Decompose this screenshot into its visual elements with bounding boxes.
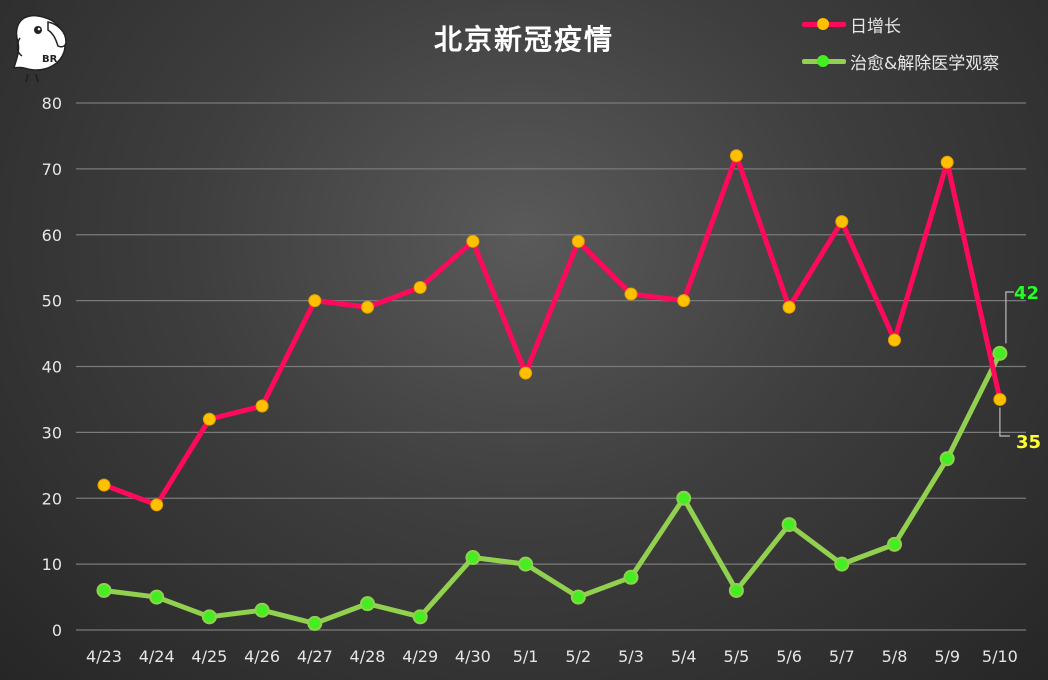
y-tick-30: 30: [42, 423, 62, 442]
grid-lines: [76, 102, 1026, 631]
marker-daily-5: [361, 300, 374, 314]
legend-item-daily: 日增长: [802, 12, 999, 37]
marker-cured-0: [96, 582, 112, 598]
x-tick-4-27: 4/27: [297, 647, 333, 666]
marker-daily-4: [308, 294, 322, 308]
legend-item-cured: 治愈&解除医学观察: [802, 49, 1000, 74]
legend-swatch-cured: [802, 55, 846, 67]
x-tick-5-3: 5/3: [618, 647, 644, 666]
marker-daily-11: [677, 294, 691, 308]
marker-daily-7: [466, 234, 480, 248]
x-tick-5-9: 5/9: [934, 647, 960, 666]
annotation-cured-last: 42: [1014, 283, 1039, 304]
x-tick-5-1: 5/1: [513, 647, 539, 666]
marker-cured-5: [360, 596, 375, 612]
annotations: 42 35: [999, 283, 1041, 453]
legend-label-daily: 日增长: [850, 16, 901, 37]
marker-cured-16: [939, 451, 955, 467]
marker-daily-16: [940, 155, 954, 169]
y-tick-70: 70: [42, 160, 62, 179]
series-line-cured: [101, 350, 1003, 626]
marker-cured-3: [254, 602, 270, 618]
x-tick-4-28: 4/28: [350, 647, 386, 666]
marker-cured-4: [307, 615, 323, 631]
marker-daily-13: [782, 300, 796, 314]
drop-lines: [99, 155, 1005, 630]
x-tick-5-7: 5/7: [829, 647, 855, 666]
marker-cured-9: [570, 589, 586, 605]
marker-daily-6: [413, 280, 427, 294]
marker-daily-2: [202, 412, 216, 426]
marker-cured-11: [676, 490, 692, 506]
series-line-daily: [101, 153, 1003, 508]
logo-text: BR: [42, 54, 58, 65]
y-tick-50: 50: [42, 292, 62, 311]
x-tick-5-2: 5/2: [565, 647, 591, 666]
y-tick-60: 60: [42, 226, 62, 245]
marker-cured-14: [834, 556, 850, 572]
x-tick-5-6: 5/6: [776, 647, 802, 666]
y-tick-10: 10: [42, 555, 62, 574]
marker-cured-17: [992, 345, 1008, 361]
legend-label-cured: 治愈&解除医学观察: [850, 53, 1000, 74]
marker-cured-2: [201, 609, 217, 625]
marker-daily-10: [624, 287, 638, 301]
marker-cured-7: [465, 550, 481, 566]
x-tick-4-26: 4/26: [244, 647, 280, 666]
y-tick-40: 40: [42, 358, 62, 377]
marker-cured-1: [149, 589, 165, 605]
marker-cured-8: [518, 556, 534, 572]
x-tick-4-24: 4/24: [139, 647, 175, 666]
marker-cured-13: [781, 517, 797, 533]
y-tick-0: 0: [52, 621, 62, 640]
marker-daily-14: [835, 215, 849, 229]
x-tick-5-8: 5/8: [882, 647, 908, 666]
marker-daily-12: [729, 149, 743, 163]
x-tick-4-29: 4/29: [402, 647, 438, 666]
legend: 日增长 治愈&解除医学观察: [802, 12, 999, 86]
marker-daily-0: [97, 478, 111, 492]
parrot-logo: BR: [8, 8, 74, 88]
legend-swatch-daily: [802, 18, 846, 30]
x-tick-5-10: 5/10: [982, 647, 1018, 666]
y-tick-80: 80: [42, 94, 62, 113]
x-tick-5-4: 5/4: [671, 647, 697, 666]
y-tick-labels: 0 10 20 30 40 50 60 70 80: [42, 94, 62, 640]
marker-daily-17: [993, 392, 1007, 406]
marker-cured-12: [728, 582, 744, 598]
marker-daily-9: [571, 234, 585, 248]
chart-title: 北京新冠疫情: [433, 23, 614, 56]
marker-daily-8: [519, 366, 533, 380]
x-tick-4-23: 4/23: [86, 647, 122, 666]
marker-cured-15: [887, 536, 902, 552]
x-tick-labels: 4/23 4/24 4/25 4/26 4/27 4/28 4/29 4/30 5/1 5/2 5/…: [86, 647, 1018, 666]
annotation-leader-daily: [999, 407, 1010, 437]
marker-daily-15: [888, 333, 901, 347]
series-lines: [101, 153, 1003, 626]
y-tick-20: 20: [42, 489, 62, 508]
marker-cured-6: [412, 609, 428, 625]
series-markers: [96, 149, 1008, 631]
x-tick-4-25: 4/25: [191, 647, 227, 666]
x-tick-5-5: 5/5: [724, 647, 750, 666]
x-tick-4-30: 4/30: [455, 647, 491, 666]
marker-daily-3: [255, 399, 269, 413]
annotation-leader-cured: [1005, 291, 1014, 344]
marker-daily-1: [150, 498, 164, 512]
annotation-daily-last: 35: [1016, 432, 1041, 453]
marker-cured-10: [623, 569, 639, 585]
